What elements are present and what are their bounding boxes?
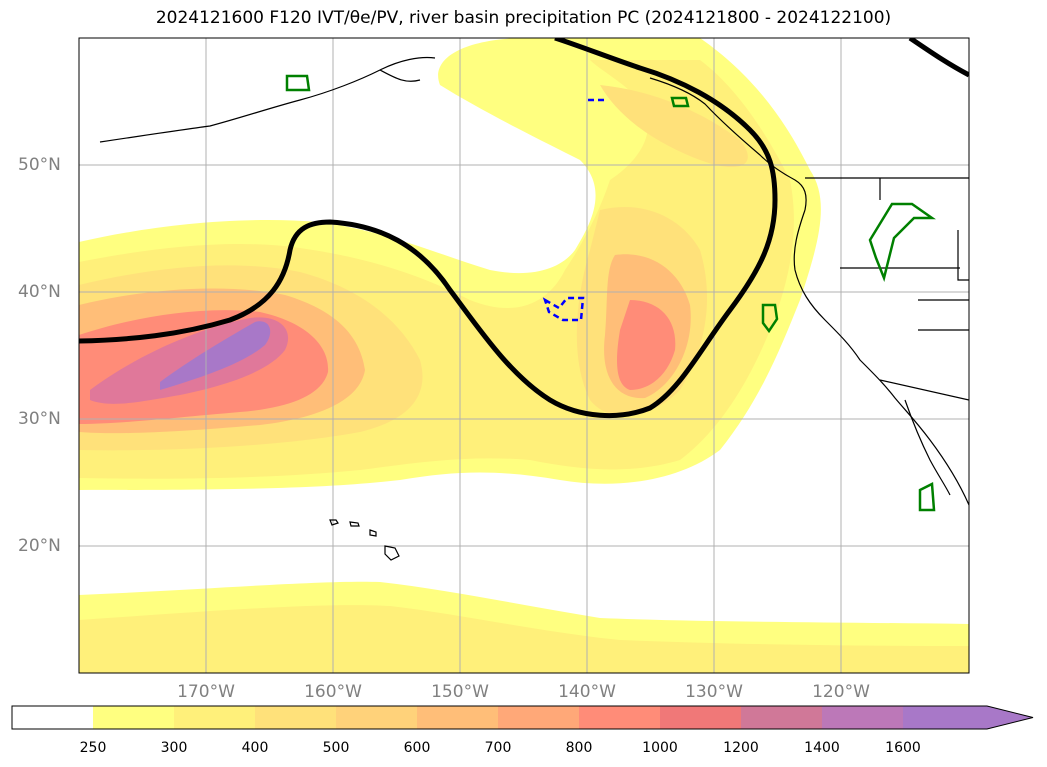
- colorbar-segment: [174, 706, 255, 729]
- lat-label: 20°N: [18, 536, 61, 556]
- colorbar-segment: [12, 706, 93, 729]
- ivt-band-1600: [160, 321, 271, 390]
- pv-positive-contour: [868, 202, 936, 283]
- north-america-west-coast: [793, 209, 969, 506]
- coastlines: [99, 56, 969, 561]
- colorbar-tick-label: 1600: [885, 740, 921, 756]
- ivt-field: [79, 38, 969, 673]
- colorbar-extend-arrow: [903, 706, 1033, 729]
- colorbar-outline: [11, 705, 1034, 730]
- theta-e-contour: [908, 38, 969, 78]
- colorbar-segment: [579, 706, 660, 729]
- colorbar-tick-label: 400: [241, 740, 269, 756]
- colorbar-tick-label: 500: [322, 740, 350, 756]
- colorbar-segment: [417, 706, 498, 729]
- colorbar: [11, 705, 1034, 730]
- colorbar-segment: [255, 706, 336, 729]
- lat-label: 50°N: [18, 155, 61, 175]
- map-frame: [78, 37, 970, 674]
- colorbar-segment: [93, 706, 174, 729]
- us-borders: [805, 177, 969, 401]
- colorbar-segment: [822, 706, 903, 729]
- map-panel: [79, 38, 969, 673]
- colorbar-tick-label: 300: [160, 740, 188, 756]
- lon-label: 140°W: [558, 682, 616, 702]
- theta-e-contours: [79, 38, 969, 418]
- ivt-band-south-inner: [79, 605, 969, 673]
- pv-positive-contour: [285, 74, 311, 92]
- baja-california: [904, 399, 951, 496]
- pv-negative-contour: [542, 296, 585, 322]
- colorbar-segment: [660, 706, 741, 729]
- pv-positive-contour: [670, 96, 690, 108]
- colorbar-tick-label: 800: [565, 740, 593, 756]
- lat-label: 40°N: [18, 282, 61, 302]
- alaska-coast: [99, 56, 436, 143]
- lon-label: 170°W: [177, 682, 235, 702]
- lon-label: 120°W: [812, 682, 870, 702]
- lat-label: 30°N: [18, 409, 61, 429]
- gridlines: [79, 38, 969, 673]
- pv-positive-contour: [761, 303, 779, 334]
- lon-label: 130°W: [685, 682, 743, 702]
- pv-positive-contour: [918, 482, 936, 512]
- lon-label: 150°W: [431, 682, 489, 702]
- colorbar-segment: [498, 706, 579, 729]
- pv-contours: [285, 74, 936, 512]
- lon-label: 160°W: [304, 682, 362, 702]
- hawaii-islands: [329, 519, 400, 561]
- chart-title: 2024121600 F120 IVT/θe/PV, river basin p…: [155, 8, 892, 28]
- colorbar-tick-label: 1400: [804, 740, 840, 756]
- alaska-panhandle-coast: [649, 77, 807, 211]
- colorbar-segment: [741, 706, 822, 729]
- colorbar-segment: [336, 706, 417, 729]
- colorbar-tick-label: 250: [79, 740, 107, 756]
- theta-e-contour: [79, 38, 778, 418]
- colorbar-tick-label: 700: [484, 740, 512, 756]
- colorbar-tick-label: 1200: [723, 740, 759, 756]
- colorbar-tick-label: 1000: [642, 740, 678, 756]
- colorbar-tick-label: 600: [403, 740, 431, 756]
